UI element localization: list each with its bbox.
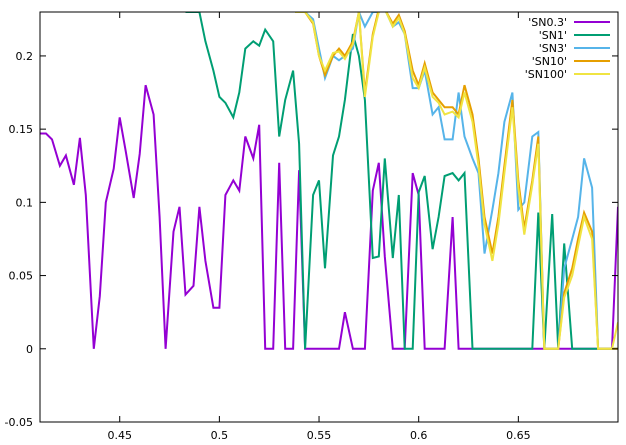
- legend-label: 'SN0.3': [528, 16, 567, 29]
- series-layer: [40, 12, 618, 350]
- x-tick-label: 0.65: [506, 429, 531, 442]
- x-tick-label: 0.55: [307, 429, 332, 442]
- legend-label: 'SN3': [539, 42, 567, 55]
- ticks-layer: 0.45 0.5 0.55 0.6 0.65 0.2 0.15 0.1 0.05 0 -0.05: [5, 12, 618, 442]
- series-line-1: [185, 12, 618, 350]
- y-tick-label: 0.15: [9, 123, 34, 136]
- legend-label: 'SN1': [539, 29, 567, 42]
- legend: 'SN0.3''SN1''SN3''SN10''SN100': [525, 16, 610, 81]
- x-tick-label: 0.45: [107, 429, 132, 442]
- plot-frame: [39, 11, 619, 423]
- x-tick-label: 0.6: [410, 429, 428, 442]
- series-line-4: [295, 12, 618, 350]
- y-tick-label: 0.05: [9, 270, 34, 283]
- y-tick-label: 0.1: [16, 196, 34, 209]
- x-tick-label: 0.5: [211, 429, 229, 442]
- legend-label: 'SN10': [532, 55, 567, 68]
- y-tick-label: 0: [26, 343, 33, 356]
- y-tick-label: 0.2: [16, 50, 34, 63]
- legend-label: 'SN100': [525, 68, 567, 81]
- y-tick-label: -0.05: [5, 416, 33, 429]
